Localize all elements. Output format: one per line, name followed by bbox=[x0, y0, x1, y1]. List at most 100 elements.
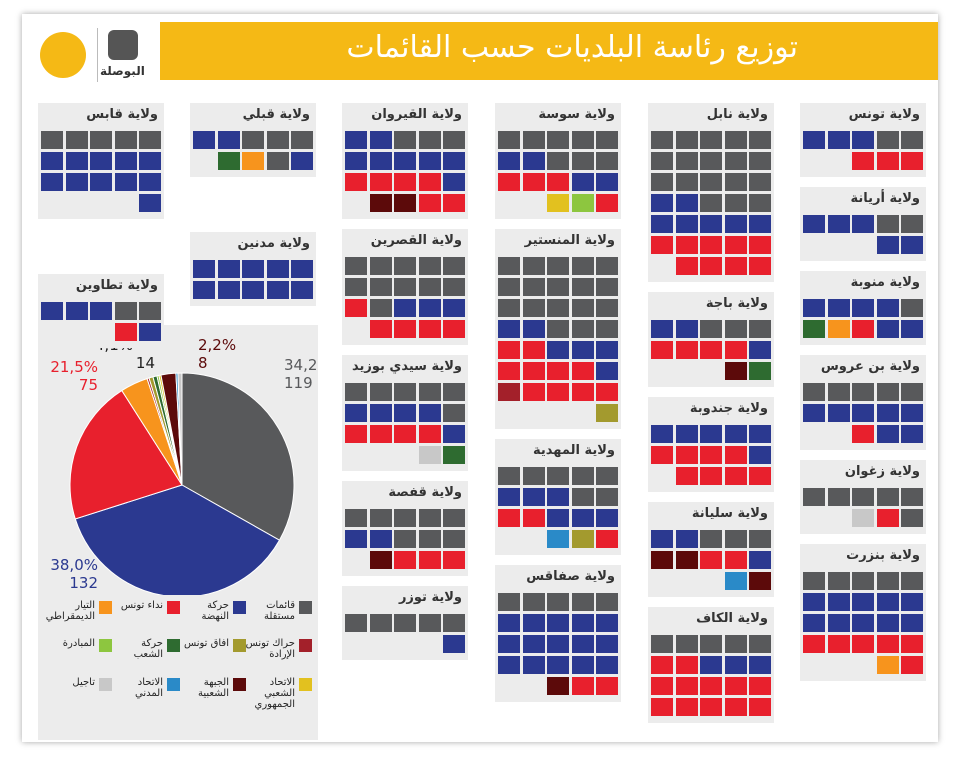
waffle-cell bbox=[547, 194, 569, 212]
waffle-cell bbox=[571, 614, 594, 632]
waffle-cell bbox=[571, 341, 594, 359]
waffle-cell bbox=[418, 173, 441, 191]
waffle-cell bbox=[749, 236, 771, 254]
waffle-cell bbox=[876, 572, 899, 590]
waffle-cell bbox=[522, 488, 545, 506]
waffle-cell bbox=[394, 509, 416, 527]
waffle-cell bbox=[749, 572, 771, 590]
pie-count-label: 8 bbox=[198, 354, 208, 372]
waffle-cell bbox=[418, 320, 441, 338]
waffle-cell bbox=[547, 593, 569, 611]
waffle-cell bbox=[522, 299, 545, 317]
waffle-cell bbox=[522, 173, 545, 191]
legend-item: حركة الشعب bbox=[114, 638, 180, 672]
governorate-panel: ولاية بن عروس bbox=[800, 355, 926, 450]
waffle-cell bbox=[675, 194, 698, 212]
legend-item: حراك تونس الإرادة bbox=[246, 638, 312, 672]
waffle-cell bbox=[571, 320, 594, 338]
waffle-cell bbox=[700, 698, 722, 716]
waffle-cell bbox=[596, 509, 618, 527]
waffle-cell bbox=[571, 131, 594, 149]
governorate-name: ولاية باجة bbox=[705, 296, 768, 311]
legend-label: التيار الديمقراطي bbox=[45, 600, 95, 622]
waffle-cell bbox=[522, 656, 545, 674]
legend-item: نداء تونس bbox=[114, 600, 180, 634]
waffle-cell bbox=[876, 131, 899, 149]
waffle-cell bbox=[827, 215, 850, 233]
waffle-cell bbox=[571, 509, 594, 527]
waffle-cell bbox=[547, 278, 569, 296]
waffle-cell bbox=[724, 572, 747, 590]
waffle-cell bbox=[651, 656, 673, 674]
waffle-cell bbox=[803, 299, 825, 317]
waffle-cell bbox=[749, 425, 771, 443]
legend-label: الجبهة الشعبية bbox=[198, 677, 229, 699]
waffle-cell bbox=[651, 194, 673, 212]
waffle-cell bbox=[498, 467, 520, 485]
waffle-cell bbox=[522, 467, 545, 485]
pie-count-label: 119 bbox=[284, 374, 313, 392]
waffle-cell bbox=[724, 215, 747, 233]
waffle-cell bbox=[675, 635, 698, 653]
waffle-cell bbox=[724, 698, 747, 716]
waffle-cell bbox=[114, 152, 137, 170]
waffle-cell bbox=[827, 635, 850, 653]
waffle-cell bbox=[522, 320, 545, 338]
governorate-panel: ولاية المنستير bbox=[495, 229, 621, 429]
legend-label: المبادرة bbox=[62, 638, 95, 649]
waffle-cell bbox=[547, 509, 569, 527]
governorate-name: ولاية المهدية bbox=[533, 443, 615, 458]
legend-swatch bbox=[233, 678, 246, 691]
waffle-cell bbox=[65, 152, 88, 170]
waffle-cell bbox=[876, 152, 899, 170]
waffle-cell bbox=[369, 299, 392, 317]
waffle-cell bbox=[749, 551, 771, 569]
waffle-cell bbox=[675, 173, 698, 191]
waffle-cell bbox=[724, 425, 747, 443]
waffle-cell bbox=[827, 593, 850, 611]
waffle-cell bbox=[114, 131, 137, 149]
waffle-cell bbox=[675, 551, 698, 569]
legend-swatch bbox=[299, 639, 312, 652]
governorate-panel: ولاية منوبة bbox=[800, 271, 926, 345]
legend-label: حركة النهضة bbox=[201, 600, 230, 622]
waffle-cell bbox=[749, 530, 771, 548]
waffle-cell bbox=[547, 383, 569, 401]
governorate-name: ولاية سيدي بوزيد bbox=[352, 359, 462, 374]
governorate-panel: ولاية قبلي bbox=[190, 103, 316, 177]
waffle-cell bbox=[345, 530, 367, 548]
waffle-cell bbox=[724, 656, 747, 674]
governorate-name: ولاية نابل bbox=[706, 107, 768, 122]
waffle-cell bbox=[596, 383, 618, 401]
legend-item: الاتحاد المدني bbox=[114, 677, 180, 711]
waffle-cell bbox=[596, 320, 618, 338]
waffle-cell bbox=[522, 509, 545, 527]
waffle-cell bbox=[724, 194, 747, 212]
pie-slice bbox=[69, 389, 183, 520]
waffle-cell bbox=[418, 131, 441, 149]
waffle-cell bbox=[724, 173, 747, 191]
waffle-cell bbox=[498, 488, 520, 506]
waffle-cell bbox=[242, 281, 264, 299]
governorate-panel: ولاية قابس bbox=[38, 103, 164, 219]
waffle-cell bbox=[700, 320, 722, 338]
waffle-cell bbox=[522, 614, 545, 632]
waffle-cell bbox=[724, 635, 747, 653]
waffle-cell bbox=[724, 341, 747, 359]
waffle-cell bbox=[345, 509, 367, 527]
waffle-cell bbox=[803, 488, 825, 506]
waffle-cell bbox=[369, 173, 392, 191]
waffle-cell bbox=[596, 467, 618, 485]
waffle-cell bbox=[443, 551, 465, 569]
waffle-cell bbox=[724, 446, 747, 464]
waffle-cell bbox=[571, 635, 594, 653]
waffle-cell bbox=[724, 152, 747, 170]
waffle-cell bbox=[547, 320, 569, 338]
legend-label: الاتحاد الشعبي الجمهوري bbox=[254, 677, 296, 710]
waffle-cell bbox=[498, 257, 520, 275]
waffle-cell bbox=[266, 281, 289, 299]
waffle-cell bbox=[651, 215, 673, 233]
pie-count-label: 14 bbox=[136, 354, 155, 372]
waffle-cell bbox=[651, 320, 673, 338]
waffle-cell bbox=[724, 236, 747, 254]
